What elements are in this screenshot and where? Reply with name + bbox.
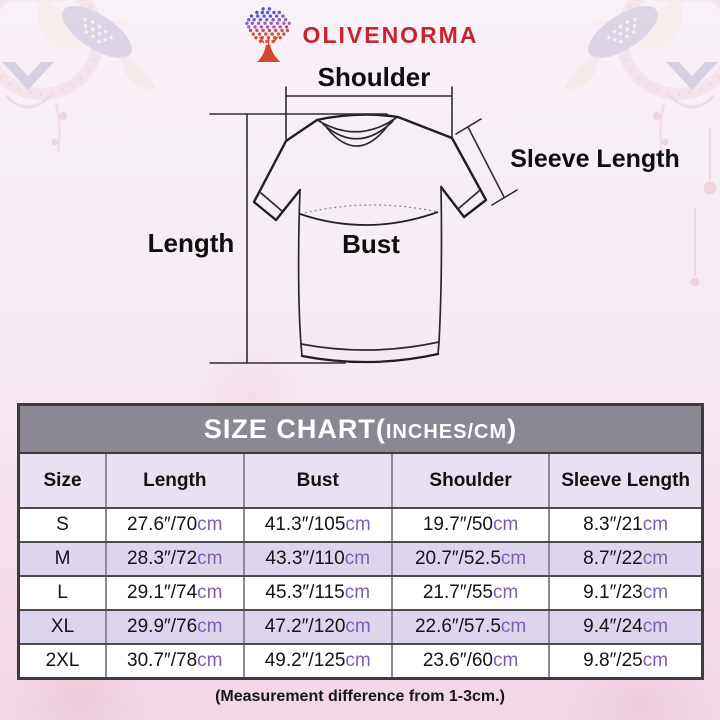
- unit: cm: [344, 582, 371, 603]
- measurement-cell: 8.7″/22cm: [548, 541, 704, 577]
- table-row-m: M 28.3″/72cm 43.3″/110cm 20.7″/52.5cm 8.…: [17, 541, 704, 577]
- title-close-paren: ): [507, 413, 518, 444]
- measurement-cell: 21.7″/55cm: [390, 575, 551, 611]
- value: 8.3″/21: [583, 514, 643, 535]
- size-cell: M: [17, 541, 108, 577]
- value: 22.6″/57.5: [414, 616, 501, 637]
- value: 9.1″/23: [583, 582, 643, 603]
- unit: cm: [500, 548, 527, 569]
- value: 28.3″/72: [127, 548, 198, 569]
- unit: cm: [345, 650, 371, 671]
- size-cell: L: [17, 575, 108, 611]
- measurement-cell: 41.3″/105cm: [242, 507, 393, 543]
- measurement-cell: 22.6″/57.5cm: [390, 609, 551, 645]
- unit: cm: [197, 514, 223, 535]
- column-header-row: Size Length Bust Shoulder Sleeve Length: [17, 452, 704, 509]
- measurement-cell: 9.1″/23cm: [548, 575, 704, 611]
- measurement-cell: 9.4″/24cm: [548, 609, 704, 645]
- measurement-cell: 43.3″/110cm: [242, 541, 393, 577]
- measurement-cell: 27.6″/70cm: [105, 507, 245, 543]
- measurement-cell: 28.3″/72cm: [105, 541, 245, 577]
- size-cell: 2XL: [17, 643, 108, 680]
- value: 49.2″/125: [264, 650, 346, 671]
- column-header-bust: Bust: [242, 452, 393, 509]
- title-main: SIZE CHART(: [203, 413, 386, 444]
- unit: cm: [642, 548, 669, 569]
- measurement-cell: 47.2″/120cm: [242, 609, 393, 645]
- unit: cm: [642, 616, 669, 637]
- unit: cm: [197, 616, 223, 637]
- brand-logo: OLIVENORMA: [242, 5, 479, 65]
- unit: cm: [642, 650, 669, 671]
- unit: cm: [500, 616, 527, 637]
- table-row-l: L 29.1″/74cm 45.3″/115cm 21.7″/55cm 9.1″…: [17, 575, 704, 611]
- measurement-cell: 29.9″/76cm: [105, 609, 245, 645]
- sleeve-length-label: Sleeve Length: [510, 145, 680, 173]
- value: 43.3″/110: [265, 548, 345, 569]
- unit: cm: [492, 514, 519, 535]
- value: 23.6″/60: [422, 650, 493, 671]
- table-row-xl: XL 29.9″/76cm 47.2″/120cm 22.6″/57.5cm 9…: [17, 609, 704, 645]
- measurement-cell: 30.7″/78cm: [105, 643, 245, 680]
- value: 29.9″/76: [127, 616, 198, 637]
- value: 47.2″/120: [264, 616, 346, 637]
- value: 8.7″/22: [583, 548, 643, 569]
- unit: cm: [344, 548, 371, 569]
- title-units: INCHES/CM: [385, 420, 508, 443]
- unit: cm: [197, 650, 223, 671]
- value: 27.6″/70: [127, 514, 198, 535]
- column-header-sleeve-length: Sleeve Length: [548, 452, 704, 509]
- measurement-cell: 23.6″/60cm: [390, 643, 551, 680]
- table-row-s: S 27.6″/70cm 41.3″/105cm 19.7″/50cm 8.3″…: [17, 507, 704, 543]
- measurement-cell: 29.1″/74cm: [105, 575, 245, 611]
- tshirt-drawing: [209, 86, 518, 364]
- measurement-cell: 8.3″/21cm: [548, 507, 704, 543]
- unit: cm: [197, 582, 223, 603]
- unit: cm: [197, 548, 223, 569]
- unit: cm: [642, 582, 669, 603]
- size-cell: XL: [17, 609, 108, 645]
- column-header-size: Size: [17, 452, 108, 509]
- size-chart-title-row: SIZE CHART(INCHES/CM): [17, 403, 704, 454]
- table-row-2xl: 2XL 30.7″/78cm 49.2″/125cm 23.6″/60cm 9.…: [17, 643, 704, 680]
- size-chart-title: SIZE CHART(INCHES/CM): [17, 403, 704, 454]
- measurement-cell: 45.3″/115cm: [242, 575, 393, 611]
- value: 19.7″/50: [422, 514, 493, 535]
- unit: cm: [345, 616, 371, 637]
- measurement-note: (Measurement difference from 1-3cm.): [215, 688, 505, 705]
- value: 20.7″/52.5: [414, 548, 501, 569]
- bust-label: Bust: [342, 229, 400, 259]
- measurement-cell: 49.2″/125cm: [242, 643, 393, 680]
- shoulder-label: Shoulder: [317, 62, 431, 92]
- unit: cm: [492, 650, 519, 671]
- value: 29.1″/74: [127, 582, 198, 603]
- unit: cm: [492, 582, 519, 603]
- brand-name: OLIVENORMA: [302, 21, 479, 48]
- unit: cm: [345, 514, 371, 535]
- measurement-cell: 20.7″/52.5cm: [390, 541, 551, 577]
- value: 45.3″/115: [265, 582, 345, 603]
- value: 41.3″/105: [264, 514, 346, 535]
- column-header-length: Length: [105, 452, 245, 509]
- tree-of-life-icon: [245, 7, 291, 62]
- unit: cm: [642, 514, 669, 535]
- value: 9.4″/24: [583, 616, 643, 637]
- value: 30.7″/78: [127, 650, 198, 671]
- size-cell: S: [17, 507, 108, 543]
- value: 9.8″/25: [583, 650, 643, 671]
- length-label: Length: [147, 228, 235, 258]
- column-header-shoulder: Shoulder: [390, 452, 551, 509]
- tshirt-measurement-diagram: Shoulder Sleeve Length Length Bust: [147, 62, 680, 364]
- measurement-cell: 19.7″/50cm: [390, 507, 551, 543]
- size-chart-table: SIZE CHART(INCHES/CM) Size Length Bust S…: [17, 403, 704, 680]
- value: 21.7″/55: [422, 582, 493, 603]
- measurement-cell: 9.8″/25cm: [548, 643, 704, 680]
